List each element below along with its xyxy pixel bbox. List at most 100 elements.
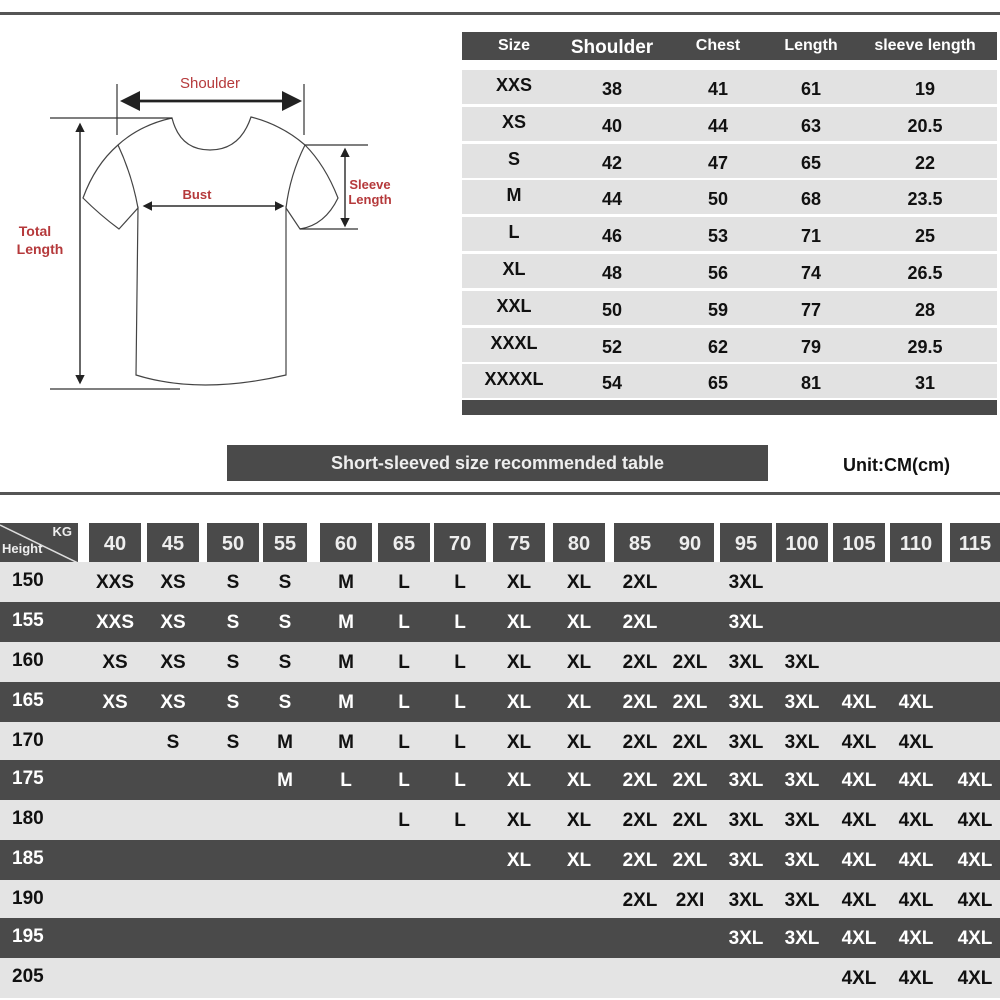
- size-cell: 4XL: [898, 810, 934, 831]
- size-cell: 3XL: [784, 692, 820, 713]
- size-cell: S: [226, 612, 240, 633]
- total-length-label-2: Length: [16, 241, 64, 257]
- size-table-cell: 29.5: [907, 336, 943, 357]
- size-table-cell: 44: [601, 189, 623, 210]
- weight-header-110: 110: [890, 523, 942, 563]
- size-table-cell: L: [508, 222, 520, 243]
- size-table-cell: XS: [501, 111, 527, 132]
- size-cell: L: [398, 612, 410, 633]
- size-cell: XL: [566, 652, 592, 673]
- height-label: 180: [12, 808, 44, 829]
- size-measurement-table: Size Shoulder Chest Length sleeve length XXS…: [462, 32, 997, 415]
- size-cell: 4XL: [898, 692, 934, 713]
- size-cell: XS: [160, 612, 186, 633]
- size-cell: 4XL: [841, 928, 877, 949]
- size-cell: 4XL: [957, 890, 993, 911]
- size-cell: 3XL: [728, 810, 764, 831]
- rec-row-195: 195 3XL 3XL 4XL 4XL 4XL: [0, 918, 1000, 958]
- weight-header-115: 115: [950, 523, 1000, 563]
- size-table-cell: 68: [800, 189, 822, 210]
- size-cell: 2XL: [622, 810, 658, 831]
- size-cell: XXS: [95, 612, 135, 633]
- rec-row-165: 165 XS XS S S M L L XL XL 2XL 2XL 3XL 3XL 4XL 4XL: [0, 682, 1000, 722]
- size-table-cell: 74: [800, 263, 822, 283]
- size-cell: L: [454, 572, 466, 593]
- size-cell: XL: [506, 810, 532, 831]
- size-table-cell: XXS: [495, 75, 533, 95]
- size-table-cell: 59: [707, 299, 729, 320]
- size-table-cell: 40: [601, 115, 623, 136]
- size-cell: L: [454, 770, 466, 791]
- size-cell: 4XL: [898, 928, 934, 949]
- size-cell: XL: [566, 692, 592, 713]
- height-label: 165: [12, 690, 44, 711]
- weight-header-45: 45: [147, 523, 199, 563]
- size-cell: XL: [506, 770, 532, 791]
- size-table-header-cell: sleeve length: [874, 37, 976, 54]
- weight-header-80: 80: [553, 523, 605, 563]
- size-table-cell: 79: [800, 336, 822, 357]
- size-table-cell: 48: [601, 263, 623, 283]
- weight-header-65: 65: [378, 523, 430, 563]
- rec-row-190: 190 2XL 2XI 3XL 3XL 4XL 4XL 4XL: [0, 880, 1000, 920]
- height-label: 170: [12, 730, 44, 751]
- size-cell: 4XL: [957, 928, 993, 949]
- size-cell: M: [338, 692, 354, 713]
- size-cell: L: [454, 810, 466, 831]
- rec-row-205: 205 4XL 4XL 4XL: [0, 958, 1000, 998]
- size-cell: 2XL: [672, 770, 708, 791]
- size-cell: S: [278, 572, 292, 593]
- size-cell: XL: [566, 850, 592, 871]
- size-cell: XS: [102, 692, 128, 713]
- size-cell: XS: [102, 652, 128, 673]
- size-table-header-cell: Shoulder: [570, 37, 654, 58]
- size-table-cell: 23.5: [907, 189, 943, 210]
- size-table-header-cell: Chest: [695, 37, 741, 54]
- size-table-cell: 31: [914, 373, 936, 394]
- size-cell: L: [398, 770, 410, 791]
- size-table-cell: 52: [601, 336, 623, 357]
- size-cell: 3XL: [728, 850, 764, 871]
- size-table-row: XXXXL 54 65 81 31: [462, 364, 997, 399]
- corner-kg-label: KG: [52, 524, 73, 539]
- size-cell: 2XL: [622, 770, 658, 791]
- size-cell: 3XL: [728, 572, 764, 593]
- size-table-cell: S: [507, 148, 521, 169]
- rec-row-175: 175 M L L L XL XL 2XL 2XL 3XL 3XL 4XL 4XL 4XL: [0, 760, 1000, 800]
- size-cell: 3XL: [728, 692, 764, 713]
- size-cell: 4XL: [898, 850, 934, 871]
- rec-row-185: 185 XL XL 2XL 2XL 3XL 3XL 4XL 4XL 4XL: [0, 840, 1000, 880]
- size-table-row: XXS 38 41 61 19: [462, 70, 997, 104]
- size-cell: 4XL: [957, 770, 993, 791]
- size-cell: L: [454, 692, 466, 713]
- size-cell: L: [398, 810, 410, 831]
- size-cell: M: [338, 652, 354, 673]
- size-table-cell: 62: [707, 336, 729, 357]
- size-cell: 2XL: [622, 890, 658, 911]
- size-cell: 4XL: [957, 850, 993, 871]
- size-cell: L: [398, 652, 410, 673]
- size-cell: 4XL: [841, 770, 877, 791]
- size-table-header-cell: Length: [784, 37, 838, 54]
- size-cell: XL: [506, 692, 532, 713]
- rec-row-150: 150 XXS XS S S M L L XL XL 2XL 3XL: [0, 562, 1000, 602]
- size-cell: S: [278, 692, 292, 713]
- height-label: 205: [12, 966, 44, 987]
- size-cell: L: [454, 652, 466, 673]
- size-cell: M: [338, 732, 354, 753]
- size-cell: XL: [566, 572, 592, 593]
- size-cell: S: [226, 692, 240, 713]
- size-cell: 3XL: [784, 890, 820, 911]
- size-cell: 3XL: [728, 652, 764, 673]
- height-label: 195: [12, 926, 44, 947]
- sleeve-label-1: Sleeve: [349, 177, 391, 192]
- size-table-cell: 50: [601, 299, 623, 320]
- size-cell: 4XL: [841, 732, 877, 753]
- size-table-row: XXXL 52 62 79 29.5: [462, 327, 997, 362]
- rec-row-160: 160 XS XS S S M L L XL XL 2XL 2XL 3XL 3XL: [0, 642, 1000, 682]
- weight-header-55: 55: [263, 523, 307, 563]
- size-cell: L: [340, 770, 352, 791]
- size-cell: 4XL: [841, 968, 877, 989]
- size-table-cell: 77: [800, 299, 822, 320]
- size-cell: 3XL: [728, 928, 764, 949]
